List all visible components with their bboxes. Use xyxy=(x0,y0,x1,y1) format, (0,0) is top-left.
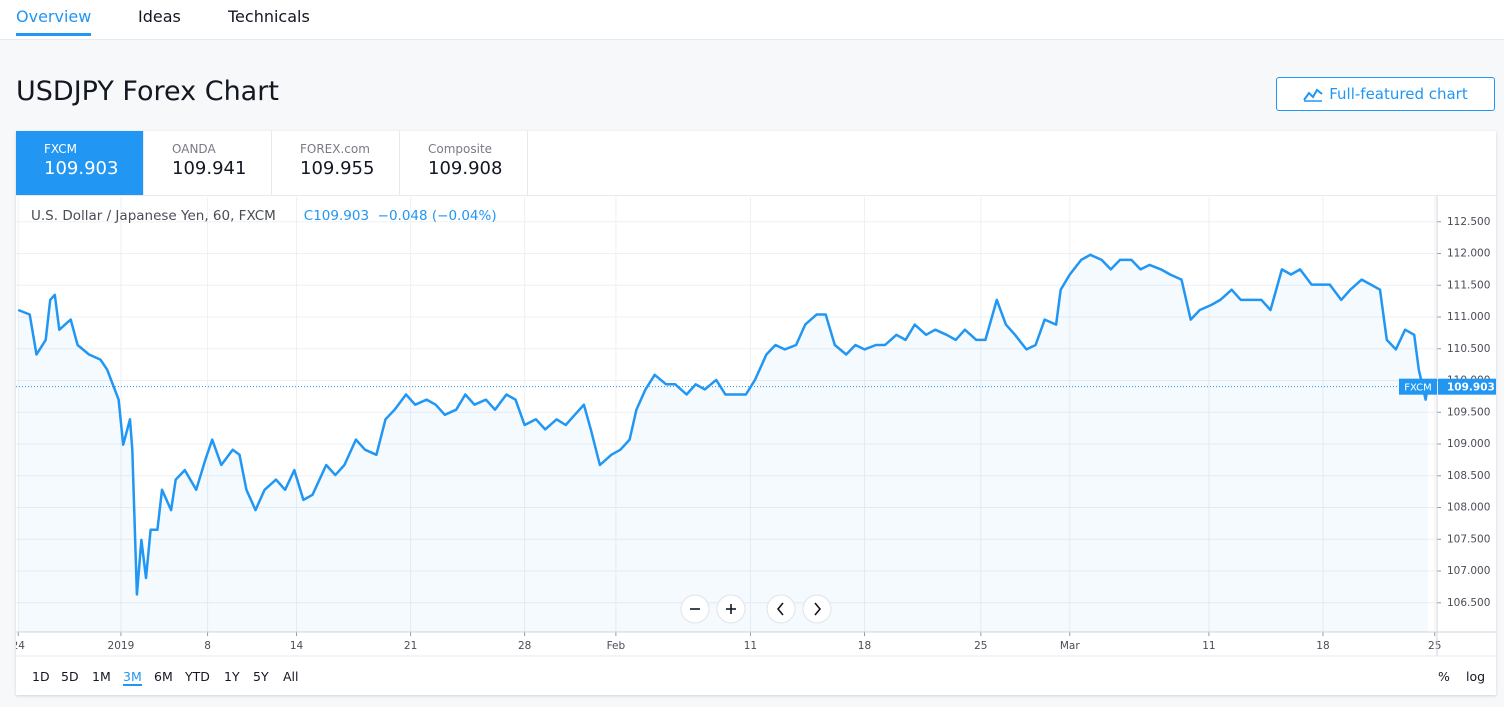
zoom-plus-button[interactable] xyxy=(716,594,746,624)
last-price-label: 109.903 xyxy=(1447,382,1495,394)
area xyxy=(18,254,1428,633)
x-tick-label: Feb xyxy=(607,640,626,652)
nav-tab[interactable]: Technicals xyxy=(228,7,310,26)
x-tick-label: 28 xyxy=(518,640,531,652)
y-tick-label: 106.500 xyxy=(1447,597,1490,609)
y-tick-label: 110.500 xyxy=(1447,343,1490,355)
source-name: FXCM xyxy=(44,142,77,156)
button-bg xyxy=(766,594,796,624)
source-tab[interactable]: FOREX.com 109.955 xyxy=(272,131,400,195)
zoom-minus-button[interactable] xyxy=(680,594,710,624)
price-line xyxy=(17,253,1430,596)
source-tab[interactable]: Composite 109.908 xyxy=(400,131,528,195)
x-tick-label: 11 xyxy=(1202,640,1215,652)
source-name: Composite xyxy=(428,142,493,156)
last-price-tag xyxy=(1399,378,1437,395)
source-price: 109.908 xyxy=(428,158,503,179)
source-price: 109.941 xyxy=(172,158,247,179)
source-price: 109.955 xyxy=(300,158,375,179)
x-tick-label: 8 xyxy=(204,640,211,652)
y-tick-label: 112.500 xyxy=(1447,216,1490,228)
y-tick-label: 108.000 xyxy=(1447,502,1490,514)
range-button[interactable]: 1D xyxy=(32,669,50,684)
x-tick-label: 11 xyxy=(744,640,757,652)
chart-icon xyxy=(1303,88,1323,102)
last-price-name: FXCM xyxy=(1404,383,1432,394)
source-price: 109.903 xyxy=(44,158,119,179)
scale-button[interactable]: log xyxy=(1466,669,1486,684)
icon xyxy=(814,602,822,616)
range-button[interactable]: 5D xyxy=(61,669,79,684)
y-tick-label: 111.000 xyxy=(1447,311,1490,323)
nav-bar: Overview Ideas Technicals xyxy=(0,0,1504,40)
y-tick-label: 111.500 xyxy=(1447,279,1490,291)
x-tick-label: 21 xyxy=(404,640,417,652)
x-tick-label: 2019 xyxy=(108,640,135,652)
y-tick-label: 107.500 xyxy=(1447,533,1490,545)
chart: 106.500 107.000 107.500 108.000 108.500 109.0… xyxy=(16,196,1496,657)
x-tick-label: 25 xyxy=(1428,640,1441,652)
range-button[interactable]: All xyxy=(283,669,299,684)
full-chart-button[interactable]: Full-featured chart xyxy=(1276,77,1495,111)
divider xyxy=(16,195,1496,196)
x-tick-label: 18 xyxy=(858,640,871,652)
y-tick-label: 109.500 xyxy=(1447,406,1490,418)
range-button[interactable]: 6M xyxy=(154,669,173,684)
source-name: FOREX.com xyxy=(300,142,370,156)
y-tick-label: 109.000 xyxy=(1447,438,1490,450)
x-tick-label: 24 xyxy=(16,640,25,652)
source-tab[interactable]: FXCM 109.903 xyxy=(16,131,144,195)
zoom-right-button[interactable] xyxy=(802,594,832,624)
y-tick-label: 112.000 xyxy=(1447,248,1490,260)
y-tick-label: 108.500 xyxy=(1447,470,1490,482)
button-bg xyxy=(802,594,832,624)
range-button[interactable]: 1M xyxy=(92,669,111,684)
x-tick-label: 25 xyxy=(974,640,987,652)
page-title: USDJPY Forex Chart xyxy=(16,76,279,107)
legend: U.S. Dollar / Japanese Yen, 60, FXCM C109… xyxy=(31,208,497,224)
x-tick-label: 18 xyxy=(1316,640,1329,652)
last-price-box xyxy=(1438,378,1496,395)
range-button[interactable]: YTD xyxy=(185,669,210,684)
symbol: U.S. Dollar / Japanese Yen, 60, FXCM xyxy=(31,208,276,224)
chart-card: FXCM 109.903 OANDA 109.941 FOREX.com 109.95… xyxy=(16,131,1496,695)
nav-tab[interactable]: Ideas xyxy=(138,7,181,26)
y-tick-label: 107.000 xyxy=(1447,565,1490,577)
button-label: Full-featured chart xyxy=(1329,85,1468,103)
zoom-left-button[interactable] xyxy=(766,594,796,624)
x-tick-label: Mar xyxy=(1060,640,1080,652)
range-button[interactable]: 5Y xyxy=(253,669,269,684)
icon xyxy=(776,602,784,616)
nav-tab[interactable]: Overview xyxy=(16,7,92,36)
source-tab[interactable]: OANDA 109.941 xyxy=(144,131,272,195)
x-tick-label: 14 xyxy=(290,640,304,652)
range-button[interactable]: 3M xyxy=(123,669,142,686)
scale-button[interactable]: % xyxy=(1438,669,1450,684)
quote: C109.903 −0.048 (−0.04%) xyxy=(303,208,497,224)
range-button[interactable]: 1Y xyxy=(224,669,240,684)
source-name: OANDA xyxy=(172,142,216,156)
